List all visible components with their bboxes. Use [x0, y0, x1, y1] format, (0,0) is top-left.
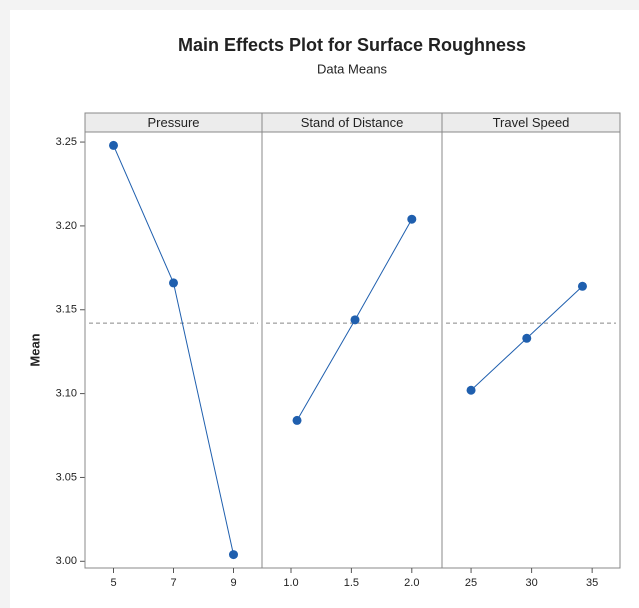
x-tick-label: 5 [110, 577, 116, 589]
x-tick-label: 25 [465, 577, 477, 589]
y-tick-label: 3.20 [56, 220, 77, 232]
y-tick-label: 3.15 [56, 304, 77, 316]
y-axis-label: Mean [27, 333, 42, 366]
x-tick-label: 9 [230, 577, 236, 589]
effect-point [229, 550, 238, 560]
x-tick-label: 7 [170, 577, 176, 589]
x-tick-label: 35 [586, 577, 598, 589]
panel-title: Stand of Distance [301, 115, 404, 130]
y-tick-label: 3.05 [56, 471, 77, 483]
effect-point [350, 315, 360, 325]
effect-point [109, 140, 118, 150]
effect-point [169, 278, 178, 288]
canvas [10, 10, 639, 608]
chart-subtitle: Data Means [317, 61, 388, 76]
effect-point [522, 333, 532, 343]
effect-point [292, 415, 302, 425]
y-tick-label: 3.10 [56, 388, 77, 400]
chart-title: Main Effects Plot for Surface Roughness [178, 35, 526, 55]
x-tick-label: 30 [525, 577, 537, 589]
panel-title: Travel Speed [493, 115, 570, 130]
y-tick-label: 3.25 [56, 136, 77, 148]
panel-frame [441, 131, 621, 569]
x-tick-label: 2.0 [404, 577, 419, 589]
effect-point [466, 385, 476, 395]
y-tick-label: 3.00 [56, 555, 77, 567]
panel-title: Pressure [147, 115, 199, 130]
x-tick-label: 1.5 [344, 577, 359, 589]
x-tick-label: 1.0 [283, 577, 298, 589]
effect-point [577, 281, 587, 291]
effect-point [407, 214, 417, 224]
